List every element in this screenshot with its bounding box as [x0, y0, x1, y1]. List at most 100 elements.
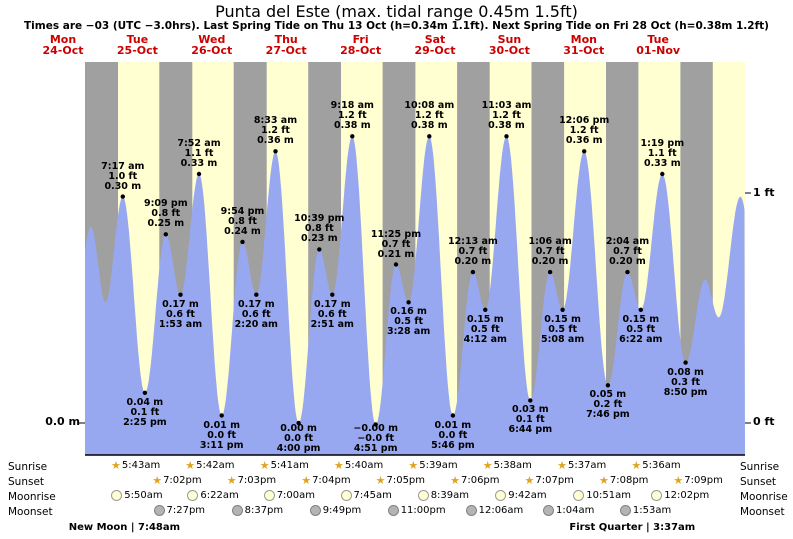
moonrise-event: 9:42am: [495, 490, 547, 501]
day-date: 29-Oct: [414, 44, 456, 57]
tide-extreme-dot: [163, 232, 168, 237]
moonrise-moon-icon: [340, 490, 352, 501]
sunrise-time: 5:37am: [567, 460, 607, 471]
tide-event-label-high: 10:08 am 1.2 ft 0.38 m: [404, 100, 455, 132]
sunset-star-icon: ★: [301, 474, 312, 487]
tide-event-label-high: 1:19 pm 1.1 ft 0.33 m: [640, 138, 685, 169]
tide-extreme-dot: [178, 292, 183, 297]
sunrise-row-label-right: Sunrise: [740, 461, 780, 473]
tide-event-label-low: 0.17 m 0.6 ft 2:51 am: [310, 298, 354, 330]
tide-extreme-dot: [470, 269, 476, 275]
tide-extreme-dot: [582, 149, 587, 154]
tide-extreme-dot: [528, 398, 533, 403]
day-date: 31-Oct: [563, 44, 605, 57]
tide-extreme-dot: [219, 413, 224, 418]
moonset-time: 9:49pm: [322, 505, 362, 516]
tide-extreme-dot: [330, 292, 335, 297]
sunset-event: ★ 7:04pm: [301, 475, 350, 486]
sunrise-event: ★ 5:37am: [557, 460, 606, 471]
tide-event-label-high: 12:06 pm 1.2 ft 0.36 m: [559, 115, 610, 147]
tide-extreme-dot: [625, 269, 630, 275]
sunset-row-label-right: Sunset: [740, 476, 777, 488]
sunrise-star-icon: ★: [482, 459, 493, 472]
sunrise-time: 5:41am: [270, 460, 309, 471]
tide-event-label-low: 0.04 m 0.1 ft 2:25 pm: [123, 396, 167, 428]
moonset-moon-icon: [387, 505, 399, 516]
tide-event-label-high: 9:09 pm 0.8 ft 0.25 m: [143, 198, 188, 230]
moonrise-event: 7:45am: [340, 490, 392, 501]
moonset-row-label-right: Moonset: [740, 506, 785, 518]
tide-event-label-low: 0.08 m 0.3 ft 8:50 pm: [663, 366, 708, 398]
sunset-time: 7:05pm: [386, 475, 426, 486]
day-name: Sat: [424, 33, 446, 46]
moonrise-time: 9:42am: [508, 490, 547, 501]
tide-event-label-low: 0.15 m 0.5 ft 4:12 am: [463, 313, 507, 345]
moonrise-time: 10:51am: [586, 490, 631, 501]
sunset-star-icon: ★: [152, 474, 163, 487]
tide-extreme-dot: [373, 422, 378, 427]
sunrise-time: 5:38am: [493, 460, 532, 471]
day-name: Tue: [126, 33, 149, 46]
tide-extreme-dot: [660, 171, 665, 177]
moonset-moon-icon: [153, 505, 165, 516]
tide-extreme-dot: [427, 134, 432, 139]
tide-extreme-dot: [240, 239, 245, 245]
moonrise-row-label-right: Moonrise: [740, 491, 788, 503]
day-date: 01-Nov: [636, 44, 681, 57]
tide-event-label-low: 0.03 m 0.1 ft 6:44 pm: [508, 404, 553, 436]
day-date: 30-Oct: [488, 44, 530, 57]
tide-event-label-low: 0.17 m 0.6 ft 1:53 am: [158, 298, 203, 330]
sunrise-event: ★ 5:40am: [334, 460, 383, 471]
day-name: Mon: [570, 33, 597, 46]
sunset-star-icon: ★: [226, 474, 237, 487]
day-name: Fri: [352, 33, 369, 46]
sunrise-star-icon: ★: [111, 459, 121, 472]
moonset-event: 7:27pm: [153, 505, 205, 516]
sunset-star-icon: ★: [375, 474, 386, 487]
moonrise-time: 5:50am: [124, 490, 163, 501]
tide-curve-area: [85, 136, 745, 456]
day-name: Wed: [198, 33, 226, 46]
moonset-event: 12:06am: [465, 505, 523, 516]
moonrise-time: 8:39am: [430, 490, 470, 501]
tide-event-label-low: 0.17 m 0.6 ft 2:20 am: [234, 298, 278, 330]
sunset-star-icon: ★: [673, 474, 684, 487]
sunset-row-label-left: Sunset: [8, 476, 45, 488]
tide-extreme-dot: [450, 413, 456, 418]
y-axis-label-left-meters: 0.0 m: [45, 415, 80, 428]
moonrise-moon-icon: [187, 490, 199, 501]
sunrise-star-icon: ★: [408, 459, 419, 472]
tide-extreme-dot: [254, 292, 259, 297]
sunrise-star-icon: ★: [259, 459, 270, 472]
tide-event-label-low: 0.16 m 0.5 ft 3:28 am: [386, 306, 431, 338]
sunset-star-icon: ★: [524, 474, 535, 487]
tide-event-label-high: 8:33 am 1.2 ft 0.36 m: [253, 115, 298, 147]
day-label: Wed 26-Oct: [191, 34, 232, 56]
moonrise-time: 7:45am: [353, 490, 392, 501]
day-label: Mon 31-Oct: [563, 34, 604, 56]
sunrise-event: ★ 5:39am: [408, 460, 457, 471]
moonset-time: 1:04am: [556, 505, 595, 516]
tide-extreme-dot: [605, 383, 611, 388]
tide-extreme-dot: [120, 194, 126, 199]
sunrise-star-icon: ★: [557, 459, 567, 472]
moonrise-event: 5:50am: [111, 490, 163, 501]
moonrise-moon-icon: [651, 490, 663, 501]
sunrise-event: ★ 5:36am: [631, 460, 680, 471]
day-label: Tue 01-Nov: [636, 34, 680, 56]
moonset-time: 1:53am: [632, 505, 672, 516]
tide-extreme-dot: [483, 307, 488, 312]
moonrise-time: 6:22am: [200, 490, 239, 501]
day-name: Tue: [647, 33, 669, 46]
tide-event-label-low: 0.15 m 0.5 ft 5:08 am: [540, 313, 585, 345]
moonrise-moon-icon: [495, 490, 507, 501]
tide-event-label-low: 0.00 m 0.0 ft 4:00 pm: [276, 423, 321, 454]
day-label: Sat 29-Oct: [414, 34, 455, 56]
sunset-time: 7:02pm: [163, 475, 202, 486]
sunset-event: ★ 7:08pm: [599, 475, 648, 486]
moonset-moon-icon: [619, 505, 631, 516]
sunrise-event: ★ 5:41am: [260, 460, 309, 471]
moonset-event: 1:53am: [619, 505, 672, 516]
moonrise-event: 10:51am: [573, 490, 631, 501]
